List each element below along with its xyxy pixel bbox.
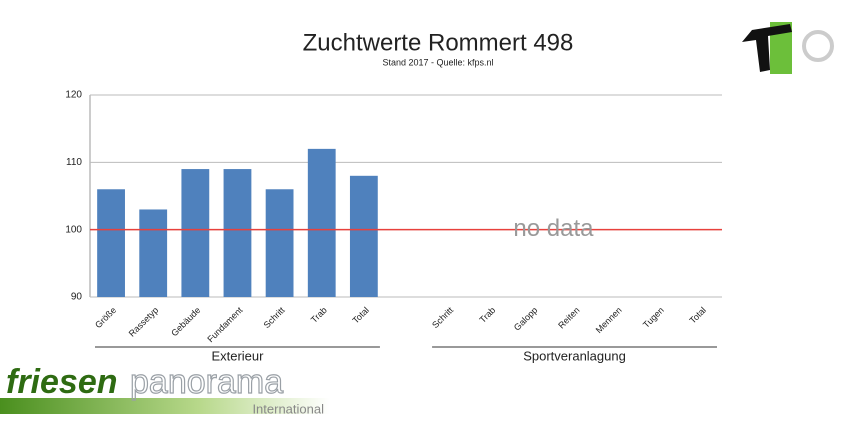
logo-text: panorama — [130, 363, 283, 401]
x-tick-label: Total — [350, 305, 371, 326]
kfp-logo — [742, 22, 834, 74]
x-tick-label: Gebäude — [169, 305, 202, 338]
logo-bar — [0, 398, 330, 414]
chart-subtitle: Stand 2017 - Quelle: kfps.nl — [382, 57, 493, 67]
x-tick-label: Schritt — [262, 305, 287, 330]
y-tick-label: 120 — [65, 90, 82, 101]
group-label: Exterieur — [211, 348, 264, 363]
x-tick-label: Trab — [477, 305, 497, 325]
x-tick-label: Rassetyp — [127, 305, 161, 339]
x-tick-label: Tugen — [641, 305, 666, 330]
bar — [139, 209, 168, 297]
logo-block — [770, 22, 792, 74]
x-tick-label: Größe — [93, 305, 118, 330]
bar — [349, 175, 378, 297]
y-tick-label: 90 — [71, 292, 83, 303]
x-tick-label: Reiten — [556, 305, 581, 330]
bar — [265, 189, 294, 297]
logo-p — [802, 30, 834, 62]
bar — [97, 189, 125, 297]
logo-horse — [742, 24, 792, 72]
x-tick-label: Schritt — [430, 305, 455, 330]
x-tick-label: Trab — [309, 305, 329, 325]
bar — [181, 169, 210, 297]
x-tick-label: Mennen — [594, 305, 624, 335]
bar — [223, 169, 252, 297]
chart-title: Zuchtwerte Rommert 498 — [303, 29, 574, 56]
logo-subtext: International — [252, 401, 324, 416]
logo-text: friesen — [6, 363, 118, 401]
y-tick-label: 100 — [65, 224, 82, 235]
x-tick-label: Total — [688, 305, 709, 326]
y-tick-label: 110 — [66, 157, 82, 168]
x-tick-label: Galopp — [512, 305, 540, 333]
annotation: no data — [513, 215, 594, 242]
group-label: Sportveranlagung — [523, 348, 626, 363]
x-tick-label: Fundament — [205, 305, 245, 345]
friesenpanorama-logo: friesen panorama International — [0, 362, 330, 416]
bar — [307, 148, 336, 297]
